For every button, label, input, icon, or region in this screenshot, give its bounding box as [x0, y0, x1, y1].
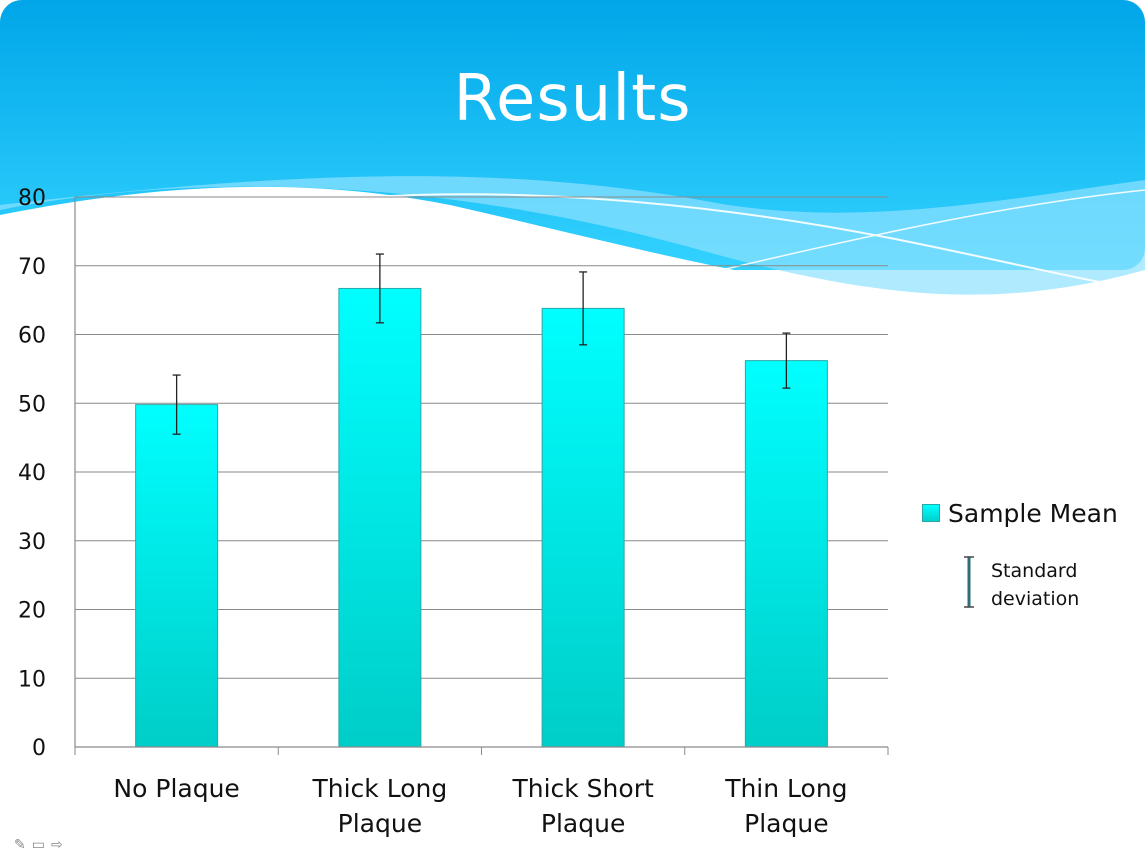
x-category-label: No Plaque: [113, 774, 239, 803]
slide-nav-icons[interactable]: ✎ ▭ ⇨: [14, 838, 63, 852]
error-bar-icon: [964, 556, 974, 608]
x-category-label: Thick Long Plaque: [312, 774, 448, 838]
y-tick-label: 60: [18, 324, 46, 349]
y-tick-label: 10: [18, 667, 46, 692]
slide-title: Results: [453, 62, 692, 136]
bar: [541, 307, 625, 748]
header-wave-light: [0, 176, 1145, 295]
x-category-label: Thin Long Plaque: [724, 774, 847, 838]
axes: [74, 197, 889, 755]
next-arrow-icon[interactable]: ⇨: [50, 837, 63, 853]
bar: [135, 404, 219, 748]
slide-menu-icon[interactable]: ▭: [31, 837, 45, 853]
y-tick-label: 70: [18, 255, 46, 280]
bar: [744, 360, 828, 748]
axis-labels: 0 10 20 30 40 50 60 70 80 No Plaque Thick Long Plaq…: [18, 186, 848, 838]
header-wave-line: [329, 193, 1145, 291]
y-tick-label: 20: [18, 599, 46, 624]
y-tick-label: 80: [18, 186, 46, 211]
x-category-label: Thick Short Plaque: [511, 774, 654, 838]
y-tick-label: 0: [32, 736, 46, 761]
legend-mean-label: Sample Mean: [948, 498, 1118, 528]
bars: [135, 253, 828, 748]
legend-sample-mean: Sample Mean: [922, 496, 1118, 530]
legend-swatch: [922, 504, 940, 522]
y-tick-label: 50: [18, 392, 46, 417]
y-tick-label: 40: [18, 461, 46, 486]
legend-standard-deviation: Standard deviation: [962, 555, 1101, 613]
header-wave-line-2: [699, 189, 1145, 276]
y-tick-label: 30: [18, 530, 46, 555]
legend-sd-label: Standard deviation: [991, 560, 1080, 610]
bar: [338, 287, 422, 748]
pen-icon[interactable]: ✎: [14, 837, 26, 853]
